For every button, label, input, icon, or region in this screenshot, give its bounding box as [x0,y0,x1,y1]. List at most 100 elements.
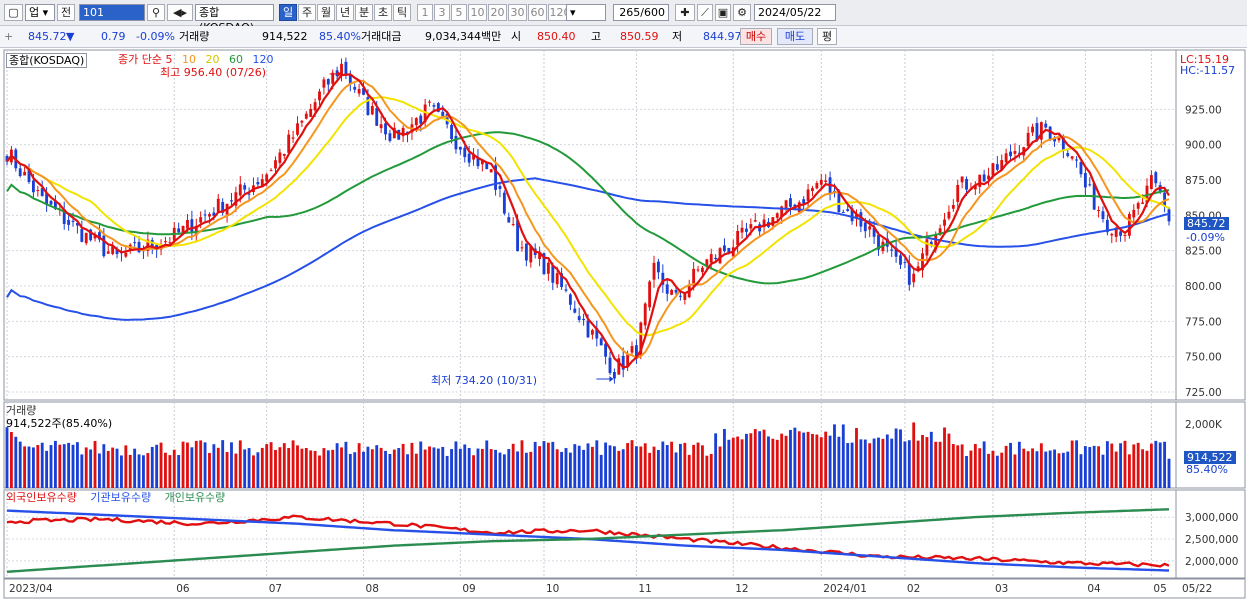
x-tick-label: 12 [735,583,748,595]
candle [1048,126,1052,140]
interval-button-10[interactable]: 10 [468,4,487,21]
speaker-icon[interactable]: ◀▸ [167,4,193,21]
candle [824,180,828,182]
volume-bar [445,455,449,488]
volume-bar [1031,448,1034,488]
candle [190,219,194,234]
candle [1097,209,1101,211]
search-icon[interactable]: ⚲ [147,4,165,21]
save-icon[interactable]: ▣ [715,4,731,21]
volume-bar [362,451,365,488]
volume-bar [256,452,260,488]
volume-bar [1092,445,1096,488]
period-button-2[interactable]: 월 [317,4,335,21]
candle [36,190,40,192]
interval-button-20[interactable]: 20 [488,4,507,21]
candle [894,247,898,257]
volume-bar [344,441,348,488]
volume-bar [789,429,792,488]
period-button-0[interactable]: 일 [279,4,297,21]
volume-bar [1057,453,1061,488]
sell-button[interactable]: 매도 [777,28,813,45]
market-select[interactable]: 업 ▾ [25,4,55,21]
candle [608,357,612,373]
volume-bar [943,427,946,488]
volume-bar [1105,441,1109,488]
interval-button-5[interactable]: 5 [451,4,467,21]
candle [599,338,603,346]
interval-button-1[interactable]: 1 [417,4,433,21]
price-panel-title[interactable]: 종합(KOSDAQ) [6,53,88,68]
candle [912,273,916,283]
candle [899,255,902,265]
volume-bar [819,437,823,488]
volume-bar [872,438,876,488]
holdings-y-tick: 2,500,000 [1185,534,1238,546]
volume-bar [120,455,123,488]
interval-dropdown[interactable]: ▾ [566,4,606,21]
interval-button-30[interactable]: 30 [508,4,527,21]
holdings-legend[interactable]: 외국인보유수량 기관보유수량 개인보유수량 [6,491,225,504]
x-tick-label: 09 [462,583,475,595]
candle [260,179,264,188]
candle [1026,132,1030,147]
candle [1004,153,1008,163]
candle [1141,202,1145,204]
volume-panel-title[interactable]: 거래량 [6,404,37,417]
candle [476,157,480,167]
candle [366,97,370,116]
volume-bar [749,433,753,488]
volume-bar [9,432,13,488]
volume-bar [392,449,396,488]
volume-bar [723,429,726,488]
volume-bar [300,448,304,488]
index-name: 종합(KOSDAQ) [195,4,274,34]
buy-button[interactable]: 매수 [740,28,772,45]
volume-bar [533,441,537,488]
gear-icon[interactable]: ⚙ [733,4,751,21]
x-tick-label: 07 [269,583,282,595]
chart-canvas[interactable]: 2023/04 06 07 08 09 10 11 12 2024/01 02 03 04 05 05/2… [0,48,1247,602]
volume-bar [252,455,255,488]
candle [934,235,938,250]
volume-bar [304,448,308,488]
volume-bar [630,440,634,488]
prev-button[interactable]: 전 [57,4,75,21]
candle [1075,159,1078,161]
period-button-6[interactable]: 틱 [393,4,411,21]
volume-bar [1136,442,1140,488]
volume-bar [771,438,775,488]
period-button-1[interactable]: 주 [298,4,316,21]
candle [1154,172,1158,184]
chart-line-icon[interactable]: ⟋ [697,4,713,21]
count-field[interactable]: 265/600 [613,4,669,21]
window-icon[interactable]: ▢ [4,4,23,21]
date-field[interactable]: 2024/05/22 [754,4,836,21]
volume-bar [366,446,370,488]
interval-button-3[interactable]: 3 [434,4,450,21]
period-button-3[interactable]: 년 [336,4,354,21]
candle [745,228,748,232]
volume-bar [991,450,995,488]
code-input[interactable]: 101 [79,4,145,21]
flat-button[interactable]: 평 [817,28,837,45]
volume-bar [965,455,968,488]
volume-bar [995,455,999,488]
crosshair-icon[interactable]: ✚ [675,4,695,21]
volume-bar [507,449,511,488]
volume-bar [1110,443,1114,488]
period-button-5[interactable]: 초 [374,4,392,21]
volume-label: 거래량 [179,30,210,43]
volume-bar [1048,450,1052,488]
volume-bar [247,448,251,488]
ma-legend[interactable]: 종가 단순 5 10 20 60 120 [118,53,273,66]
volume-bar [102,444,106,488]
candle [1114,227,1118,237]
candle [243,185,247,190]
period-button-4[interactable]: 분 [355,4,373,21]
volume-bar [1075,440,1078,488]
volume-bar [1132,444,1136,488]
interval-button-60[interactable]: 60 [528,4,547,21]
volume-bar [111,447,115,488]
volume-bar [414,453,418,488]
